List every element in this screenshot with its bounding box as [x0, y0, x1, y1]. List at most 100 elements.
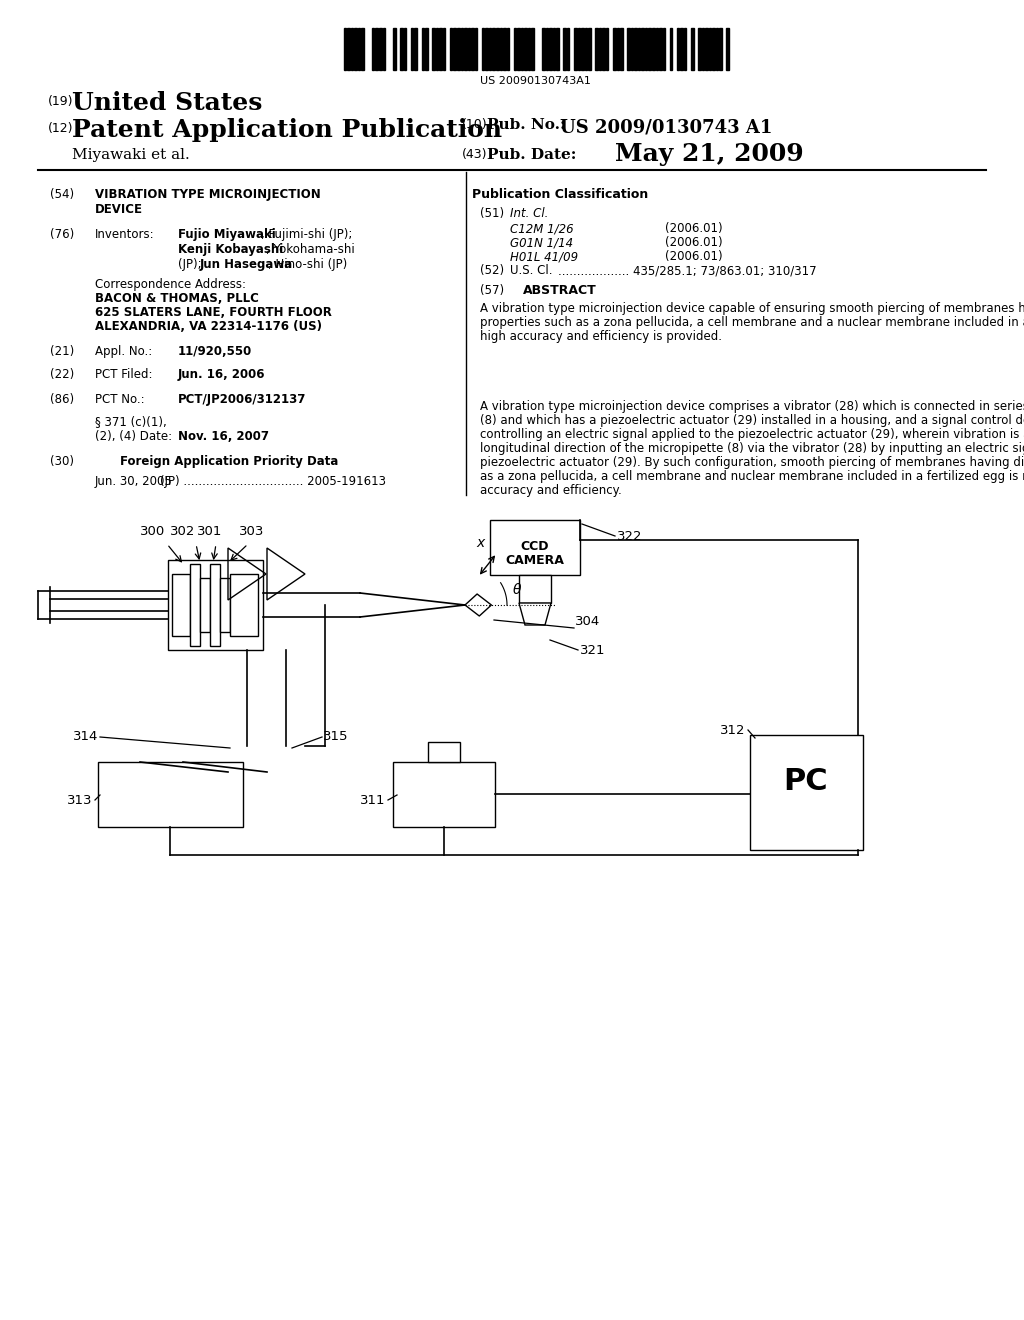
Text: 302: 302: [170, 525, 195, 539]
Bar: [411, 28, 414, 70]
Text: , Fujimi-shi (JP);: , Fujimi-shi (JP);: [261, 228, 352, 242]
Bar: [400, 28, 402, 70]
Text: CAMERA: CAMERA: [506, 554, 564, 568]
Bar: [490, 520, 580, 576]
Bar: [709, 28, 712, 70]
Bar: [581, 28, 584, 70]
Text: H01L 41/09: H01L 41/09: [510, 249, 579, 263]
Bar: [347, 28, 349, 70]
Text: , Yokohama-shi: , Yokohama-shi: [266, 243, 354, 256]
Text: 314: 314: [73, 730, 98, 743]
Bar: [677, 28, 679, 70]
Text: properties such as a zona pellucida, a cell membrane and a nuclear membrane incl: properties such as a zona pellucida, a c…: [480, 315, 1024, 329]
Text: (2006.01): (2006.01): [665, 222, 723, 235]
Bar: [706, 28, 708, 70]
Bar: [546, 28, 548, 70]
Bar: [720, 28, 722, 70]
Bar: [475, 28, 477, 70]
Bar: [521, 28, 523, 70]
Text: (57): (57): [480, 284, 504, 297]
Text: US 20090130743A1: US 20090130743A1: [479, 77, 591, 86]
Text: United States: United States: [72, 91, 262, 115]
Text: ALEXANDRIA, VA 22314-1176 (US): ALEXANDRIA, VA 22314-1176 (US): [95, 319, 322, 333]
Text: $\theta$: $\theta$: [512, 582, 522, 597]
Text: 311: 311: [359, 793, 385, 807]
Bar: [457, 28, 460, 70]
Text: Publication Classification: Publication Classification: [472, 187, 648, 201]
Text: piezoelectric actuator (29). By such configuration, smooth piercing of membranes: piezoelectric actuator (29). By such con…: [480, 455, 1024, 469]
Bar: [393, 762, 495, 828]
Text: high accuracy and efficiency is provided.: high accuracy and efficiency is provided…: [480, 330, 722, 343]
Text: Foreign Application Priority Data: Foreign Application Priority Data: [120, 455, 338, 469]
Text: Jun. 30, 2005: Jun. 30, 2005: [95, 475, 173, 488]
Text: (54): (54): [50, 187, 74, 201]
Text: Miyawaki et al.: Miyawaki et al.: [72, 148, 189, 162]
Text: PC: PC: [783, 767, 828, 796]
Bar: [503, 28, 506, 70]
Bar: [750, 735, 863, 850]
Bar: [567, 28, 569, 70]
Text: (86): (86): [50, 393, 74, 407]
Bar: [563, 28, 566, 70]
Bar: [210, 564, 220, 645]
Text: longitudinal direction of the micropipette (8) via the vibrator (28) by inputtin: longitudinal direction of the micropipet…: [480, 442, 1024, 455]
Bar: [500, 28, 502, 70]
Bar: [190, 564, 200, 645]
Text: (2006.01): (2006.01): [665, 236, 723, 249]
Bar: [514, 28, 516, 70]
Text: 312: 312: [720, 723, 745, 737]
Bar: [496, 28, 499, 70]
Bar: [493, 28, 495, 70]
Bar: [517, 28, 520, 70]
Text: 322: 322: [617, 529, 642, 543]
Bar: [220, 578, 230, 632]
Bar: [531, 28, 534, 70]
Bar: [376, 28, 378, 70]
Bar: [691, 28, 693, 70]
Bar: [422, 28, 424, 70]
Text: ................... 435/285.1; 73/863.01; 310/317: ................... 435/285.1; 73/863.01…: [558, 264, 816, 277]
Text: Kenji Kobayashi: Kenji Kobayashi: [178, 243, 284, 256]
Bar: [578, 28, 581, 70]
Bar: [172, 574, 190, 636]
Bar: [343, 28, 346, 70]
Text: (2), (4) Date:: (2), (4) Date:: [95, 430, 172, 444]
Bar: [415, 28, 417, 70]
Bar: [482, 28, 484, 70]
Bar: [442, 28, 445, 70]
Bar: [659, 28, 662, 70]
Bar: [684, 28, 686, 70]
Bar: [439, 28, 441, 70]
Text: (2006.01): (2006.01): [665, 249, 723, 263]
Text: 301: 301: [197, 525, 222, 539]
Bar: [383, 28, 385, 70]
Text: (22): (22): [50, 368, 75, 381]
Bar: [648, 28, 651, 70]
Bar: [553, 28, 555, 70]
Bar: [698, 28, 700, 70]
Bar: [471, 28, 474, 70]
Text: C12M 1/26: C12M 1/26: [510, 222, 573, 235]
Text: PCT No.:: PCT No.:: [95, 393, 144, 407]
Text: (19): (19): [48, 95, 74, 108]
Text: A vibration type microinjection device capable of ensuring smooth piercing of me: A vibration type microinjection device c…: [480, 302, 1024, 315]
Bar: [461, 28, 463, 70]
Bar: [372, 28, 375, 70]
Text: 300: 300: [139, 525, 165, 539]
Bar: [616, 28, 620, 70]
Bar: [379, 28, 382, 70]
Text: BACON & THOMAS, PLLC: BACON & THOMAS, PLLC: [95, 292, 259, 305]
Text: 303: 303: [239, 525, 264, 539]
Bar: [549, 28, 552, 70]
Bar: [716, 28, 719, 70]
Text: Pub. Date:: Pub. Date:: [487, 148, 577, 162]
Bar: [613, 28, 615, 70]
Text: 304: 304: [575, 615, 600, 628]
Bar: [585, 28, 587, 70]
Text: 315: 315: [323, 730, 348, 743]
Bar: [357, 28, 360, 70]
Text: § 371 (c)(1),: § 371 (c)(1),: [95, 414, 167, 428]
Bar: [168, 560, 263, 649]
Bar: [350, 28, 353, 70]
Bar: [542, 28, 545, 70]
